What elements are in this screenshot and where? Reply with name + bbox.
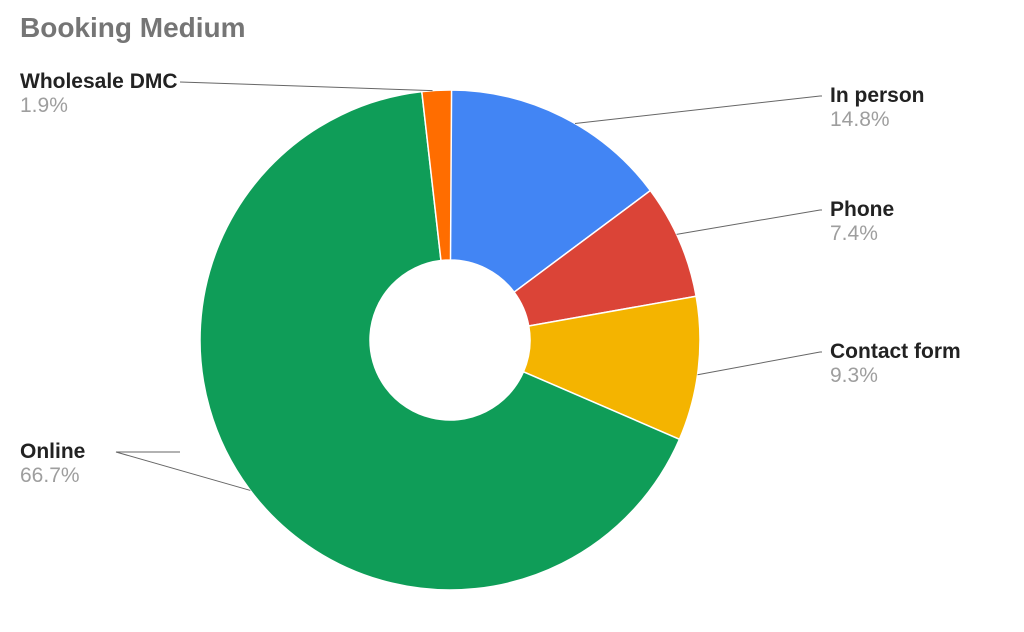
donut-chart: In person14.8% Phone7.4% Contact form9.3% O… — [0, 0, 1024, 632]
leader-line — [677, 210, 822, 234]
leader-line — [180, 82, 433, 91]
slice-label: In person14.8% — [830, 84, 925, 132]
leader-line — [575, 96, 822, 123]
slice-label-pct: 9.3% — [830, 364, 961, 388]
slice-label-name: Contact form — [830, 340, 961, 364]
slice-label-name: In person — [830, 84, 925, 108]
slice-label-name: Wholesale DMC — [20, 70, 178, 94]
slice-label-pct: 14.8% — [830, 108, 925, 132]
slice-label-name: Online — [20, 440, 85, 464]
leader-line — [698, 352, 822, 375]
slice-label-pct: 66.7% — [20, 464, 85, 488]
slice-label: Wholesale DMC1.9% — [20, 70, 178, 118]
slice-label-pct: 1.9% — [20, 94, 178, 118]
slice-label: Online66.7% — [20, 440, 85, 488]
slice-label: Phone7.4% — [830, 198, 894, 246]
slice-label-name: Phone — [830, 198, 894, 222]
slice-label-pct: 7.4% — [830, 222, 894, 246]
slice-label: Contact form9.3% — [830, 340, 961, 388]
